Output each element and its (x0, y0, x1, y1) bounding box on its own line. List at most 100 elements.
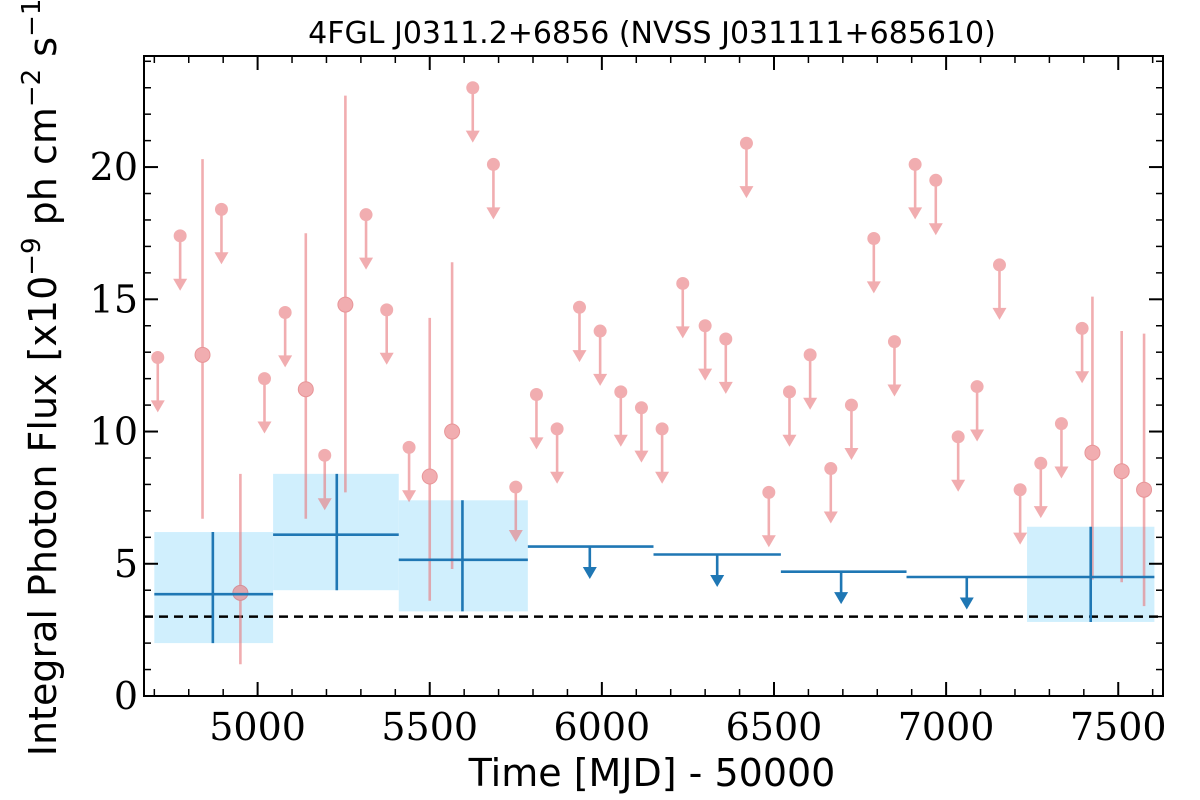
upper-limit-marker (908, 157, 922, 171)
upper-limit-arrowhead (465, 130, 480, 143)
short-bin-marker (194, 346, 211, 363)
short-bin-point (194, 159, 211, 519)
y-axis-title-exp1: −9 (17, 237, 47, 275)
upper-limit-arrowhead (698, 368, 713, 381)
upper-limit-marker (782, 385, 796, 399)
long-bin-point (154, 532, 274, 644)
x-tick-label: 5500 (381, 705, 478, 749)
y-tick-label: 20 (90, 145, 138, 189)
upper-limit-arrowhead (634, 450, 649, 463)
upper-limit-marker (803, 348, 817, 362)
upper-limit-arrowhead (486, 207, 501, 220)
short-bin-marker (1113, 463, 1130, 480)
short-bin-upper-limit (508, 480, 523, 542)
upper-limit-arrowhead (823, 511, 838, 524)
upper-limit-arrowhead (508, 529, 523, 542)
y-tick-label: 10 (90, 410, 138, 454)
long-limit-arrowhead (834, 592, 849, 605)
short-bin-upper-limit (698, 319, 713, 381)
short-bin-upper-limit (866, 231, 881, 294)
y-axis-title-exp2: −2 (17, 69, 47, 107)
short-bin-upper-limit (844, 398, 859, 460)
upper-limit-marker (173, 229, 187, 243)
long-limit-arrowhead (710, 574, 725, 587)
short-bin-marker (421, 468, 438, 485)
long-limit-arrowhead (959, 597, 974, 610)
x-tick-label: 7000 (898, 705, 995, 749)
upper-limit-arrowhead (529, 437, 544, 450)
upper-limit-marker (676, 276, 690, 290)
short-bin-upper-limit (359, 208, 374, 270)
y-axis-title-prefix: Integral Photon Flux [x10 (21, 276, 65, 757)
upper-limit-marker (486, 157, 500, 171)
short-bin-upper-limit (803, 348, 818, 410)
upper-limit-marker (844, 398, 858, 412)
short-bin-marker (444, 423, 461, 440)
short-bin-upper-limit (572, 300, 587, 363)
y-tick-label: 5 (114, 542, 138, 586)
short-bin-upper-limit (951, 430, 966, 492)
long-bin-upper-limit (653, 553, 781, 587)
short-bin-upper-limit (257, 372, 272, 434)
upper-limit-marker (887, 335, 901, 349)
long-bin-upper-limit (780, 570, 907, 605)
upper-limit-arrowhead (257, 421, 272, 434)
upper-limit-arrowhead (675, 326, 690, 339)
short-bin-point (1084, 296, 1101, 580)
upper-limit-arrowhead (550, 471, 565, 484)
short-bin-upper-limit (908, 157, 923, 220)
short-bin-upper-limit (634, 401, 649, 463)
short-bin-point (444, 262, 461, 570)
short-bin-point (297, 233, 314, 519)
short-bin-upper-limit (1033, 456, 1048, 519)
upper-limit-marker (970, 380, 984, 394)
y-tick-label: 0 (114, 674, 138, 718)
upper-limit-arrowhead (803, 397, 818, 410)
upper-limit-marker (318, 448, 332, 462)
upper-limit-arrowhead (739, 186, 754, 199)
upper-limit-arrowhead (572, 350, 587, 363)
upper-limit-arrowhead (173, 278, 188, 291)
upper-limit-arrowhead (150, 400, 165, 413)
long-bin-point (1027, 526, 1155, 622)
short-bin-upper-limit (1013, 483, 1028, 545)
short-bin-upper-limit (465, 81, 480, 143)
short-bin-upper-limit (675, 276, 690, 339)
plot-area (144, 81, 1163, 665)
long-bin-upper-limit (906, 575, 1028, 610)
short-bin-upper-limit (402, 440, 417, 503)
upper-limit-marker (824, 462, 838, 476)
short-bin-upper-limit (150, 350, 165, 413)
upper-limit-marker (1054, 417, 1068, 431)
upper-limit-arrowhead (317, 498, 332, 511)
short-bin-upper-limit (992, 258, 1007, 320)
x-tick-label: 5000 (209, 705, 306, 749)
upper-limit-arrowhead (866, 281, 881, 294)
short-bin-upper-limit (550, 422, 565, 484)
short-bin-upper-limit (379, 303, 394, 365)
upper-limit-marker (614, 385, 628, 399)
x-axis-title: Time [MJD] - 50000 (468, 751, 836, 795)
upper-limit-arrowhead (970, 429, 985, 442)
upper-limit-arrowhead (908, 207, 923, 220)
x-tick-label: 7500 (1070, 705, 1167, 749)
short-bin-upper-limit (1054, 417, 1069, 479)
short-bin-upper-limit (782, 385, 797, 447)
short-bin-upper-limit (613, 385, 628, 447)
upper-limit-arrowhead (844, 447, 859, 460)
upper-limit-arrowhead (718, 381, 733, 394)
upper-limit-marker (257, 372, 271, 386)
short-bin-upper-limit (823, 462, 838, 524)
short-bin-marker (337, 296, 354, 313)
upper-limit-marker (655, 422, 669, 436)
upper-limit-marker (550, 422, 564, 436)
upper-limit-marker (572, 300, 586, 314)
short-bin-marker (1084, 444, 1101, 461)
upper-limit-marker (529, 388, 543, 402)
upper-limit-arrowhead (613, 434, 628, 447)
upper-limit-marker (593, 324, 607, 338)
upper-limit-marker (151, 350, 165, 364)
long-bin-point (398, 500, 528, 612)
